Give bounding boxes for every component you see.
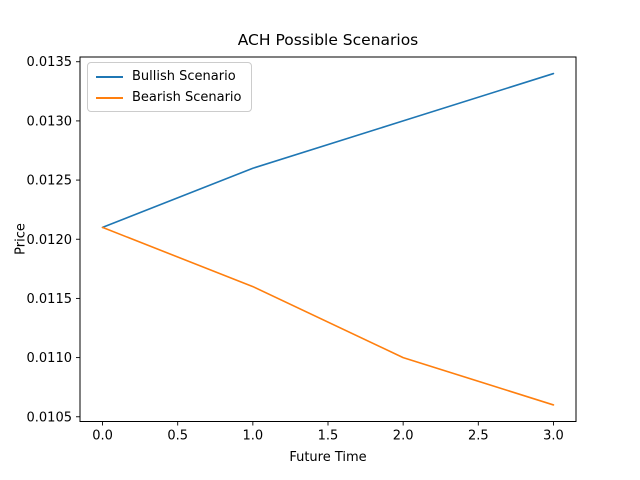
y-tick-label: 0.0125 xyxy=(27,174,73,189)
y-tick-label: 0.0130 xyxy=(27,114,73,129)
axes-frame xyxy=(79,56,577,422)
chart-title: ACH Possible Scenarios xyxy=(237,31,419,49)
bearish-line-swatch xyxy=(96,96,123,99)
x-tick-label: 3.0 xyxy=(543,429,564,444)
x-tick-label: 2.5 xyxy=(468,429,489,444)
x-tick-label: 1.5 xyxy=(318,429,339,444)
y-axis-label: Price xyxy=(13,223,29,255)
x-axis-label: Future Time xyxy=(289,450,367,465)
y-tick-label: 0.0105 xyxy=(27,410,73,425)
legend-label-bullish: Bullish Scenario xyxy=(132,69,236,84)
x-tick-label: 1.0 xyxy=(243,429,264,444)
x-tick-label: 0.0 xyxy=(92,429,113,444)
y-tick-label: 0.0135 xyxy=(27,55,73,70)
x-tick-label: 0.5 xyxy=(167,429,188,444)
series-line-bullish xyxy=(101,72,555,229)
y-tick-label: 0.0120 xyxy=(27,233,73,248)
legend-item-bullish: Bullish Scenario xyxy=(96,68,242,85)
x-tick-label: 2.0 xyxy=(393,429,414,444)
legend-label-bearish: Bearish Scenario xyxy=(132,90,242,105)
legend: Bullish Scenario Bearish Scenario xyxy=(87,62,252,112)
bullish-line-swatch xyxy=(96,75,123,78)
series-line-bearish xyxy=(101,226,555,406)
y-tick-label: 0.0110 xyxy=(27,351,73,366)
y-tick-label: 0.0115 xyxy=(27,292,73,307)
legend-item-bearish: Bearish Scenario xyxy=(96,89,242,106)
